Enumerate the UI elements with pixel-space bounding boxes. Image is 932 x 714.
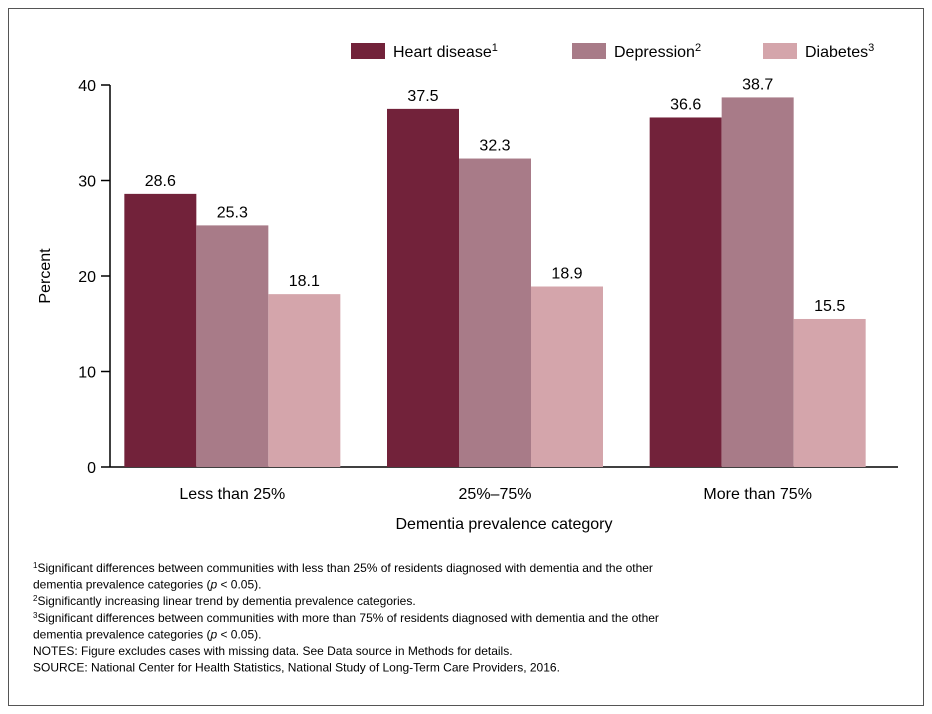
y-tick-label: 20 xyxy=(78,269,96,286)
bar-value-label: 18.1 xyxy=(289,273,320,290)
bar xyxy=(268,294,341,467)
footnote-line: dementia prevalence categories (p < 0.05… xyxy=(33,627,262,641)
bar xyxy=(649,117,722,467)
legend-swatch xyxy=(763,43,797,59)
footnote-line: 1Significant differences between communi… xyxy=(33,561,653,575)
y-tick-label: 10 xyxy=(78,365,96,382)
bar xyxy=(459,158,531,467)
legend-swatch xyxy=(351,43,385,59)
footnote-line: 3Significant differences between communi… xyxy=(33,611,659,625)
x-tick-label: Less than 25% xyxy=(179,486,285,503)
footnote-text: Significantly increasing linear trend by… xyxy=(37,594,415,608)
footnote-text: NOTES: Figure excludes cases with missin… xyxy=(33,644,513,658)
bar xyxy=(721,97,794,467)
legend-name: Heart disease xyxy=(393,44,492,61)
legend-label: Depression2 xyxy=(614,42,701,61)
bar xyxy=(793,318,866,467)
x-axis-title: Dementia prevalence category xyxy=(395,516,612,533)
footnote-text: SOURCE: National Center for Health Stati… xyxy=(33,661,560,675)
legend-name: Diabetes xyxy=(805,44,868,61)
legend-footnote-ref: 2 xyxy=(695,42,701,54)
bar xyxy=(196,225,269,467)
y-tick-label: 0 xyxy=(87,460,96,477)
footnote-text: Significant differences between communit… xyxy=(37,561,652,575)
bar-value-label: 25.3 xyxy=(217,204,248,221)
x-tick-label: 25%–75% xyxy=(459,486,532,503)
bar-value-label: 37.5 xyxy=(407,88,438,105)
footnote-text: dementia prevalence categories ( xyxy=(33,578,210,592)
footnote-text: < 0.05). xyxy=(217,627,261,641)
footnote-text: dementia prevalence categories ( xyxy=(33,627,210,641)
footnote-line: 2Significantly increasing linear trend b… xyxy=(33,594,416,608)
footnote-line: SOURCE: National Center for Health Stati… xyxy=(33,661,560,675)
footnote-text: p xyxy=(209,627,217,641)
legend-footnote-ref: 3 xyxy=(868,42,874,54)
footnote-marker: 2 xyxy=(33,594,38,603)
bar xyxy=(124,193,197,467)
bar-value-label: 15.5 xyxy=(814,298,845,315)
bar xyxy=(387,108,459,467)
legend-label: Heart disease1 xyxy=(393,42,498,61)
footnote-line: dementia prevalence categories (p < 0.05… xyxy=(33,578,262,592)
bar-value-label: 36.6 xyxy=(670,96,701,113)
bar xyxy=(531,286,603,467)
bar-value-label: 28.6 xyxy=(145,173,176,190)
legend-name: Depression xyxy=(614,44,695,61)
legend-label: Diabetes3 xyxy=(805,42,874,61)
frame xyxy=(8,8,924,706)
footnote-text: p xyxy=(209,578,217,592)
x-tick-label: More than 75% xyxy=(703,486,812,503)
footnote-text: < 0.05). xyxy=(217,578,261,592)
footnote-line: NOTES: Figure excludes cases with missin… xyxy=(33,644,513,658)
footnote-marker: 3 xyxy=(33,611,38,620)
y-axis-title: Percent xyxy=(37,248,54,304)
bar-value-label: 18.9 xyxy=(551,266,582,283)
y-tick-label: 40 xyxy=(78,78,96,95)
footnote-marker: 1 xyxy=(33,561,38,570)
legend-footnote-ref: 1 xyxy=(492,42,498,54)
legend-swatch xyxy=(572,43,606,59)
bar-value-label: 38.7 xyxy=(742,76,773,93)
y-tick-label: 30 xyxy=(78,174,96,191)
bar-value-label: 32.3 xyxy=(479,138,510,155)
footnote-text: Significant differences between communit… xyxy=(37,611,658,625)
